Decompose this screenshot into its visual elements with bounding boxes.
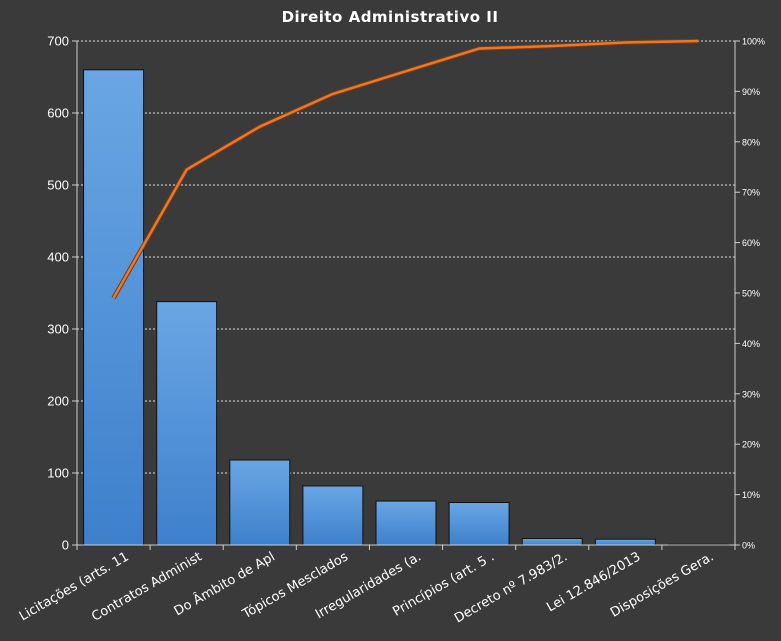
bars — [83, 69, 729, 546]
y2-tick-label: 40% — [742, 339, 760, 349]
bar-6 — [448, 502, 510, 546]
cumulative-line-shadow — [111, 38, 699, 300]
y2-tick-label: 60% — [742, 238, 760, 248]
bar-3 — [229, 459, 291, 546]
y2-tick-label: 70% — [742, 188, 760, 198]
cumulative-line — [111, 38, 699, 300]
bar-7 — [521, 538, 583, 546]
bar-8 — [594, 538, 656, 546]
bar-1 — [83, 69, 145, 546]
chart-title: Direito Administrativo II — [282, 8, 499, 26]
cumulative-line-path — [112, 39, 699, 299]
y-tick-label: 500 — [47, 178, 69, 193]
bar-4 — [302, 485, 364, 546]
y2-tick-label: 20% — [742, 440, 760, 450]
y-tick-label: 0 — [62, 538, 69, 553]
y-tick-label: 300 — [47, 322, 69, 337]
bar-2 — [156, 301, 218, 546]
y-tick-label: 600 — [47, 106, 69, 121]
y2-tick-label: 80% — [742, 137, 760, 147]
y-axis: 0 100 200 300 400 500 600 700 — [47, 34, 78, 553]
y-tick-label: 700 — [47, 34, 69, 49]
y2-tick-label: 30% — [742, 389, 760, 399]
y2-tick-label: 50% — [742, 289, 760, 299]
y2-tick-label: 90% — [742, 87, 760, 97]
y-tick-label: 200 — [47, 394, 69, 409]
y2-tick-label: 100% — [742, 37, 765, 47]
y2-tick-label: 10% — [742, 490, 760, 500]
bar-5 — [375, 500, 437, 546]
y2-tick-label: 0% — [742, 541, 755, 551]
y-tick-label: 400 — [47, 250, 69, 265]
y-tick-label: 100 — [47, 466, 69, 481]
y2-axis: 0% 10% 20% 30% 40% 50% 60% 70% 80% 90% 100% — [734, 37, 765, 551]
